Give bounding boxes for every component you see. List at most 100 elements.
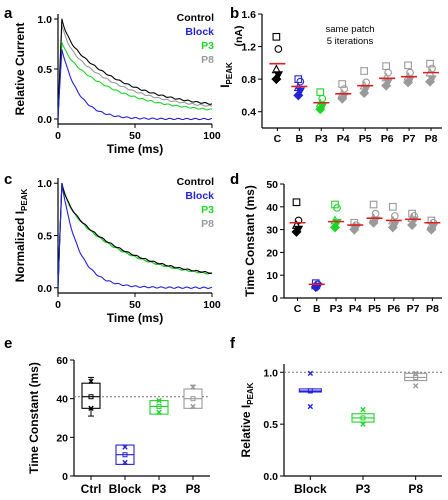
data-point (337, 93, 348, 104)
outlier-point (190, 384, 196, 390)
trace-control (57, 18, 213, 120)
x-tick-label: 100 (203, 130, 221, 142)
panel-e-ytick-label: 60 (56, 355, 68, 367)
outlier-point (122, 459, 128, 466)
category-label: P3 (356, 482, 371, 496)
outlier-point (190, 403, 196, 410)
box (81, 382, 101, 409)
panel-e: e 0 20 40 60 Ctrl Block P3 P8 Time Constant (ms) (4, 335, 210, 496)
panel-b-ytick-label: 0.8 (241, 74, 256, 86)
panel-a-ytick-label: 0.5 (37, 64, 52, 76)
legend-p3: P3 (201, 40, 214, 52)
outlier-point (122, 444, 128, 450)
y-axis-label-main: Normalized I (13, 211, 27, 282)
outlier-point (412, 383, 419, 389)
panel-d-ytick-label: 10 (266, 270, 278, 282)
data-point (359, 87, 370, 98)
box-mean (360, 415, 366, 421)
panel-a-ytick-label: 1.0 (37, 14, 52, 26)
data-point (272, 32, 281, 41)
y-axis-unit: (nA) (233, 26, 245, 47)
data-point (291, 226, 302, 237)
panel-label-c: c (4, 171, 12, 188)
panel-d-ytick-label: 40 (266, 202, 278, 214)
panel-e-ytick-label: 20 (56, 432, 68, 444)
legend-p8: P8 (201, 218, 214, 230)
category-label: P5 (368, 303, 381, 315)
outlier-point (307, 403, 314, 410)
panel-e-ytick-label: 0 (62, 471, 68, 483)
data-point (316, 88, 325, 97)
outlier-point (360, 406, 366, 413)
legend-control: Control (177, 12, 214, 24)
trace-control (57, 182, 213, 288)
category-label: B (313, 303, 321, 315)
data-point (294, 216, 303, 225)
x-tick-label: 50 (129, 130, 141, 142)
data-point (292, 198, 301, 207)
annotation-text: same patch (325, 24, 374, 35)
data-point (333, 204, 341, 212)
data-point (338, 80, 347, 88)
category-label: P3 (330, 303, 343, 315)
panel-d-ytick-label: 0 (272, 293, 278, 305)
x-tick-label: 50 (129, 299, 141, 311)
panel-label-d: d (230, 171, 239, 188)
x-tick-label: 100 (203, 299, 221, 311)
data-point (274, 45, 283, 53)
panel-label-b: b (230, 5, 239, 22)
outlier-point (88, 405, 94, 412)
legend-control: Control (177, 176, 214, 188)
data-point (426, 224, 437, 235)
data-point (382, 62, 390, 70)
y-axis-label-main: I (218, 84, 232, 87)
data-point (403, 77, 414, 88)
data-point (360, 67, 369, 75)
box-mean (307, 388, 313, 394)
panel-c-ytick-label: 0.0 (37, 283, 52, 295)
data-point (296, 77, 305, 86)
data-point (390, 212, 399, 220)
panel-f-ytick-label: 0.5 (263, 419, 278, 431)
data-point (293, 90, 304, 101)
y-axis-label: Time Constant (ms) (243, 185, 257, 297)
category-label: Block (294, 482, 327, 496)
data-point (369, 200, 378, 209)
outlier-point (360, 421, 366, 427)
annotation-text: 5 iterations (327, 36, 374, 47)
category-label: P7 (403, 133, 416, 145)
outlier-point (156, 397, 162, 404)
category-label: P4 (349, 303, 362, 315)
outlier-point (156, 409, 162, 415)
category-label: P8 (426, 303, 439, 315)
data-point (387, 222, 398, 233)
panel-c-ytick-label: 0.5 (37, 231, 52, 243)
outlier-point (412, 370, 419, 377)
data-point (315, 104, 326, 115)
data-point (407, 220, 418, 231)
panel-a-ytick-label: 0.0 (37, 114, 52, 126)
panel-c-ytick-label: 1.0 (37, 178, 52, 190)
y-axis-label: Time Constant (ms) (27, 362, 41, 474)
panel-b-ytick-label: 0.4 (241, 107, 256, 119)
data-point (388, 202, 397, 211)
data-point (384, 68, 392, 77)
panel-d: d 0 10 20 30 40 50 C B P3 P4 P5 P6 P7 P8 Time Constant … (230, 171, 442, 315)
category-label: Ctrl (81, 482, 102, 496)
category-label: P4 (337, 133, 350, 145)
trace-p8 (57, 25, 213, 119)
box-mean (190, 396, 196, 402)
y-axis-label-main: Relative Current (13, 23, 27, 116)
trace-block (57, 183, 213, 289)
data-point (340, 85, 349, 93)
y-axis-label: IPEAK (218, 62, 234, 88)
category-label: P8 (408, 482, 423, 496)
panel-d-ytick-label: 50 (266, 179, 278, 191)
panel-f-ytick-label: 0.0 (263, 471, 278, 483)
data-point (426, 59, 434, 68)
category-label: P6 (381, 133, 394, 145)
trace-p3 (57, 42, 213, 119)
box-mean (156, 403, 162, 409)
box-mean (413, 374, 419, 380)
